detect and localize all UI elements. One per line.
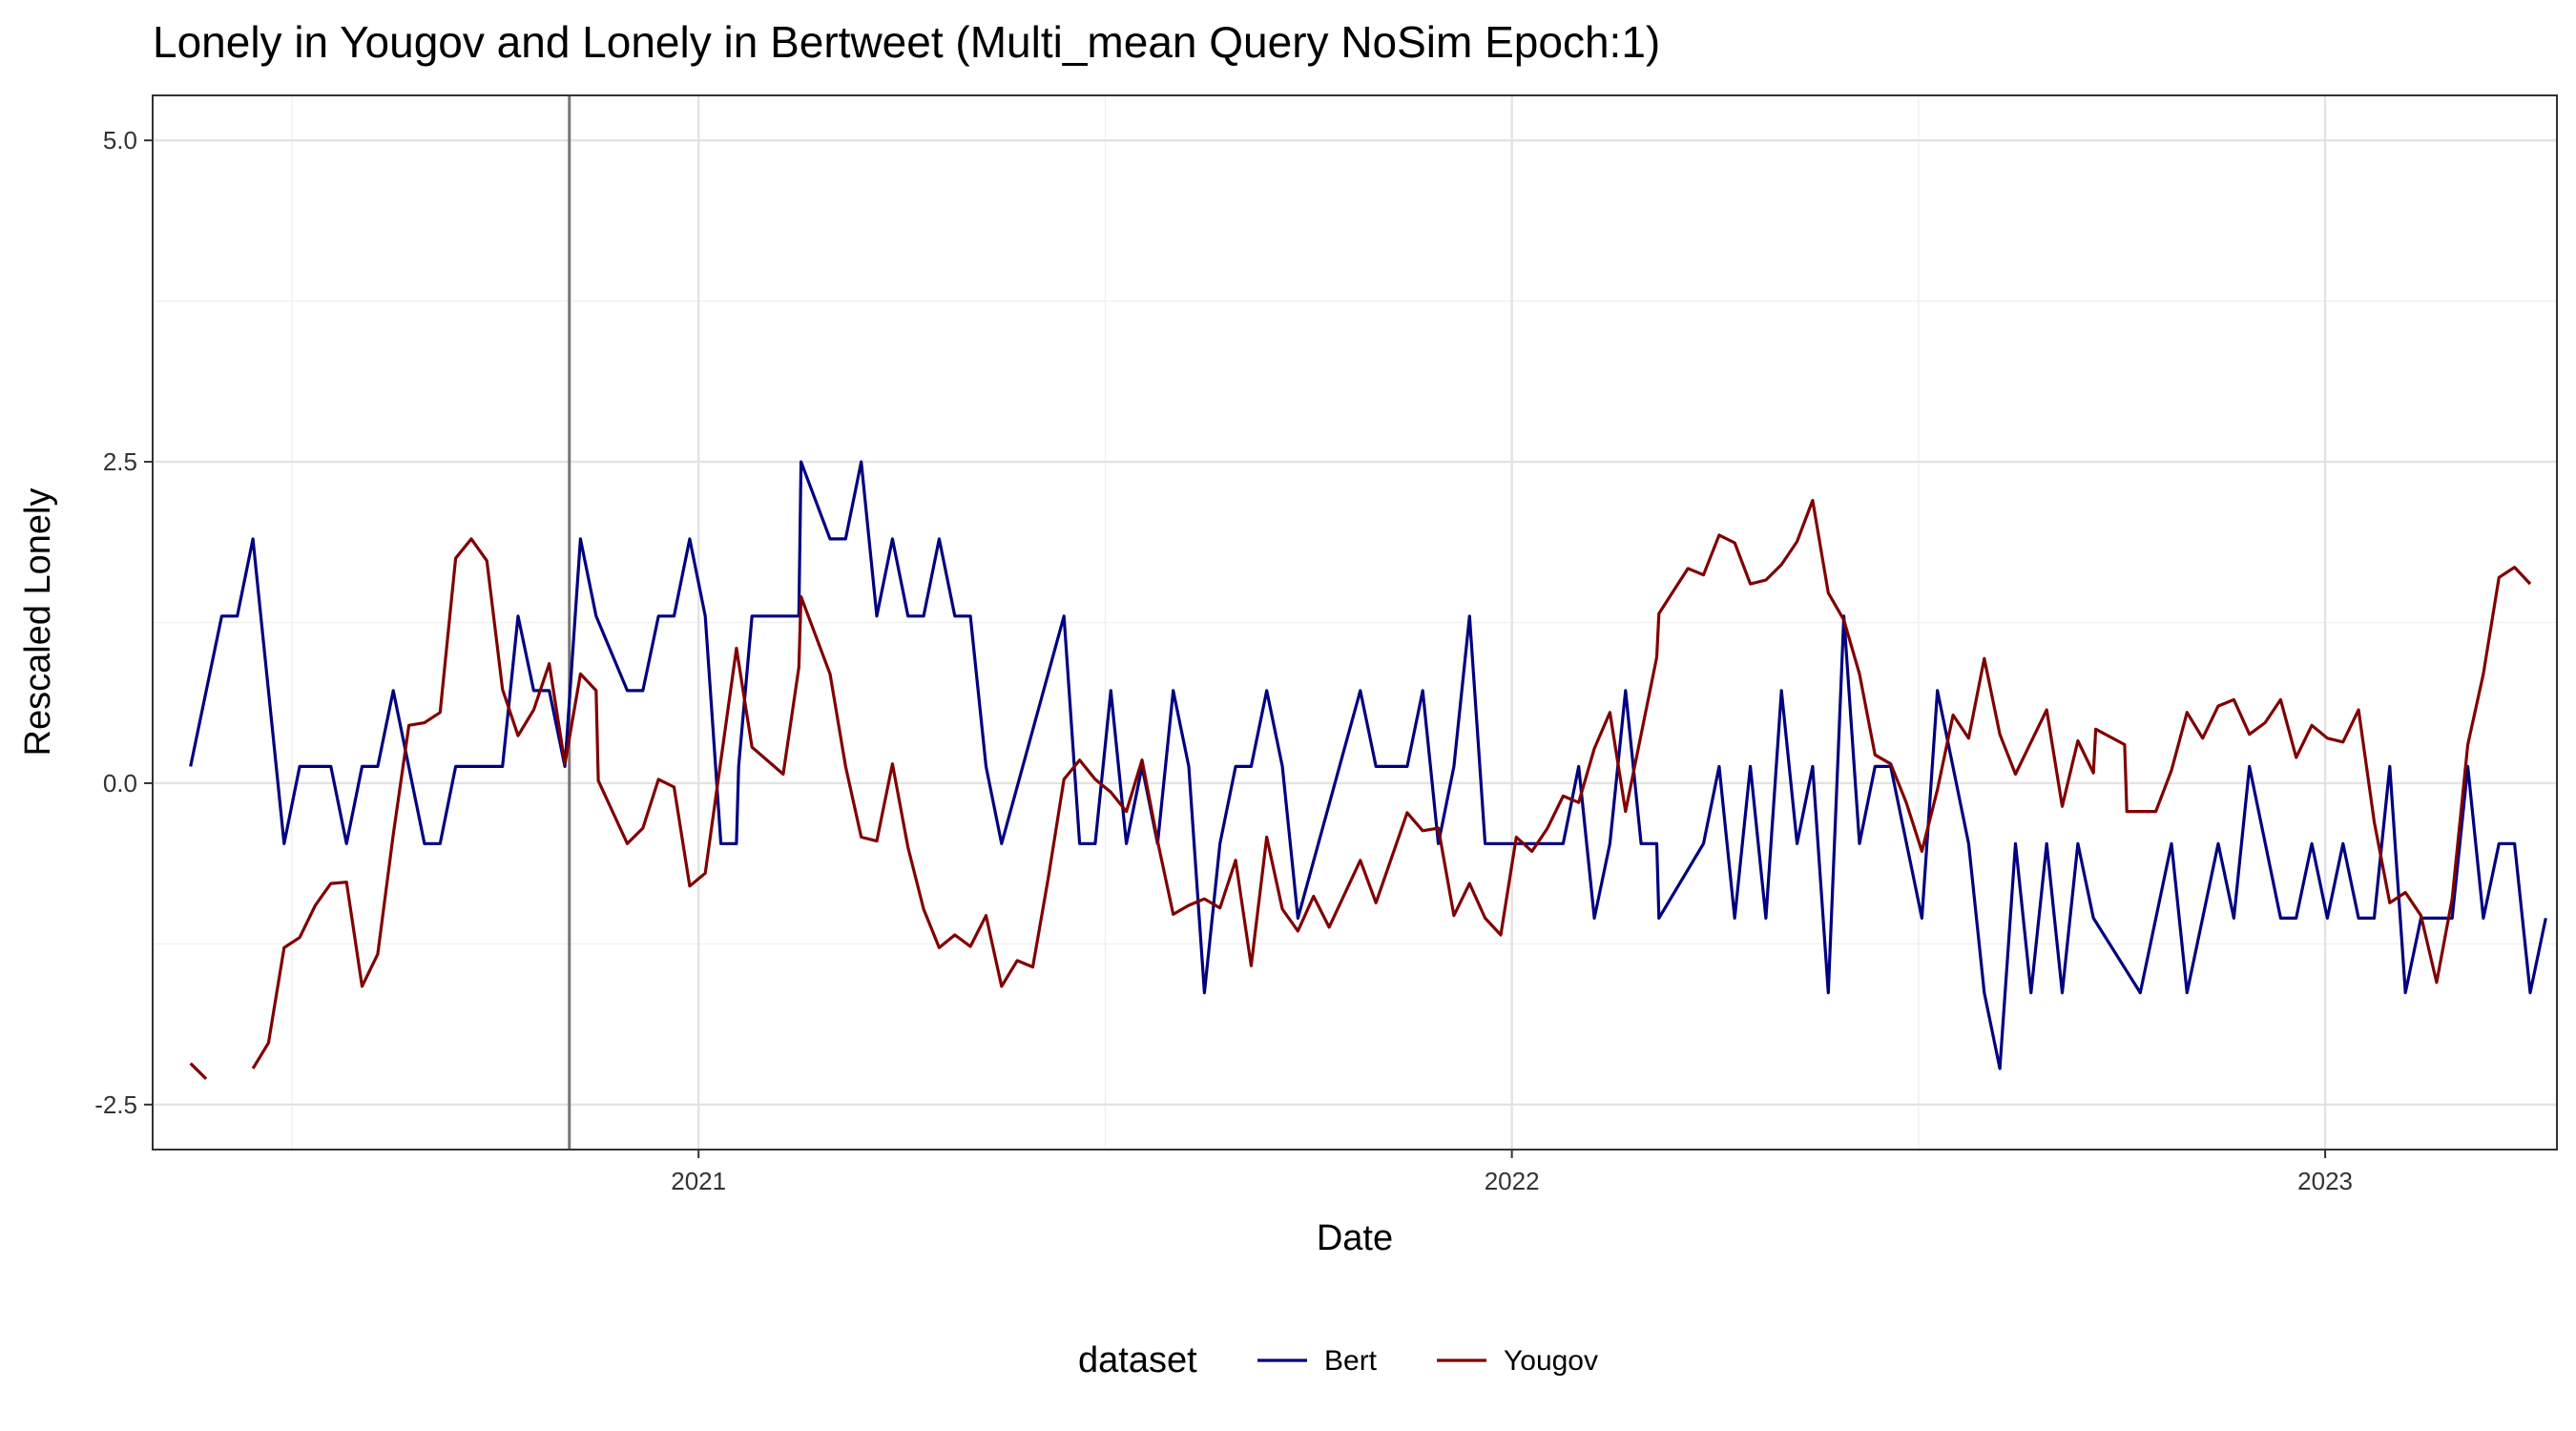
x-tick-label: 2022 <box>1485 1167 1540 1195</box>
chart-title: Lonely in Yougov and Lonely in Bertweet … <box>153 17 1660 67</box>
y-tick-label: -2.5 <box>94 1090 137 1119</box>
legend-label-bert: Bert <box>1324 1345 1378 1377</box>
x-axis-title: Date <box>1317 1218 1393 1258</box>
series-line-yougov <box>189 1062 208 1081</box>
grid-minor <box>153 95 2557 1150</box>
legend-label-yougov: Yougov <box>1504 1345 1598 1377</box>
x-tick-label: 2021 <box>671 1167 726 1195</box>
series-lines <box>189 460 2547 1081</box>
series-line-yougov <box>251 498 2532 1069</box>
legend: dataset Bert Yougov <box>1078 1340 1598 1380</box>
x-tick-label: 2023 <box>2297 1167 2353 1195</box>
series-line-bert <box>189 460 2547 1070</box>
grid-major <box>153 95 2557 1150</box>
y-tick-label: 5.0 <box>103 126 137 155</box>
plot-border <box>152 94 2558 1151</box>
y-tick-label: 0.0 <box>103 769 137 798</box>
x-axis: 2021 2022 2023 <box>671 1150 2353 1195</box>
y-axis: -2.5 0.0 2.5 5.0 <box>94 126 153 1119</box>
y-axis-title: Rescaled Lonely <box>18 488 58 757</box>
legend-title: dataset <box>1078 1340 1197 1380</box>
y-tick-label: 2.5 <box>103 447 137 476</box>
